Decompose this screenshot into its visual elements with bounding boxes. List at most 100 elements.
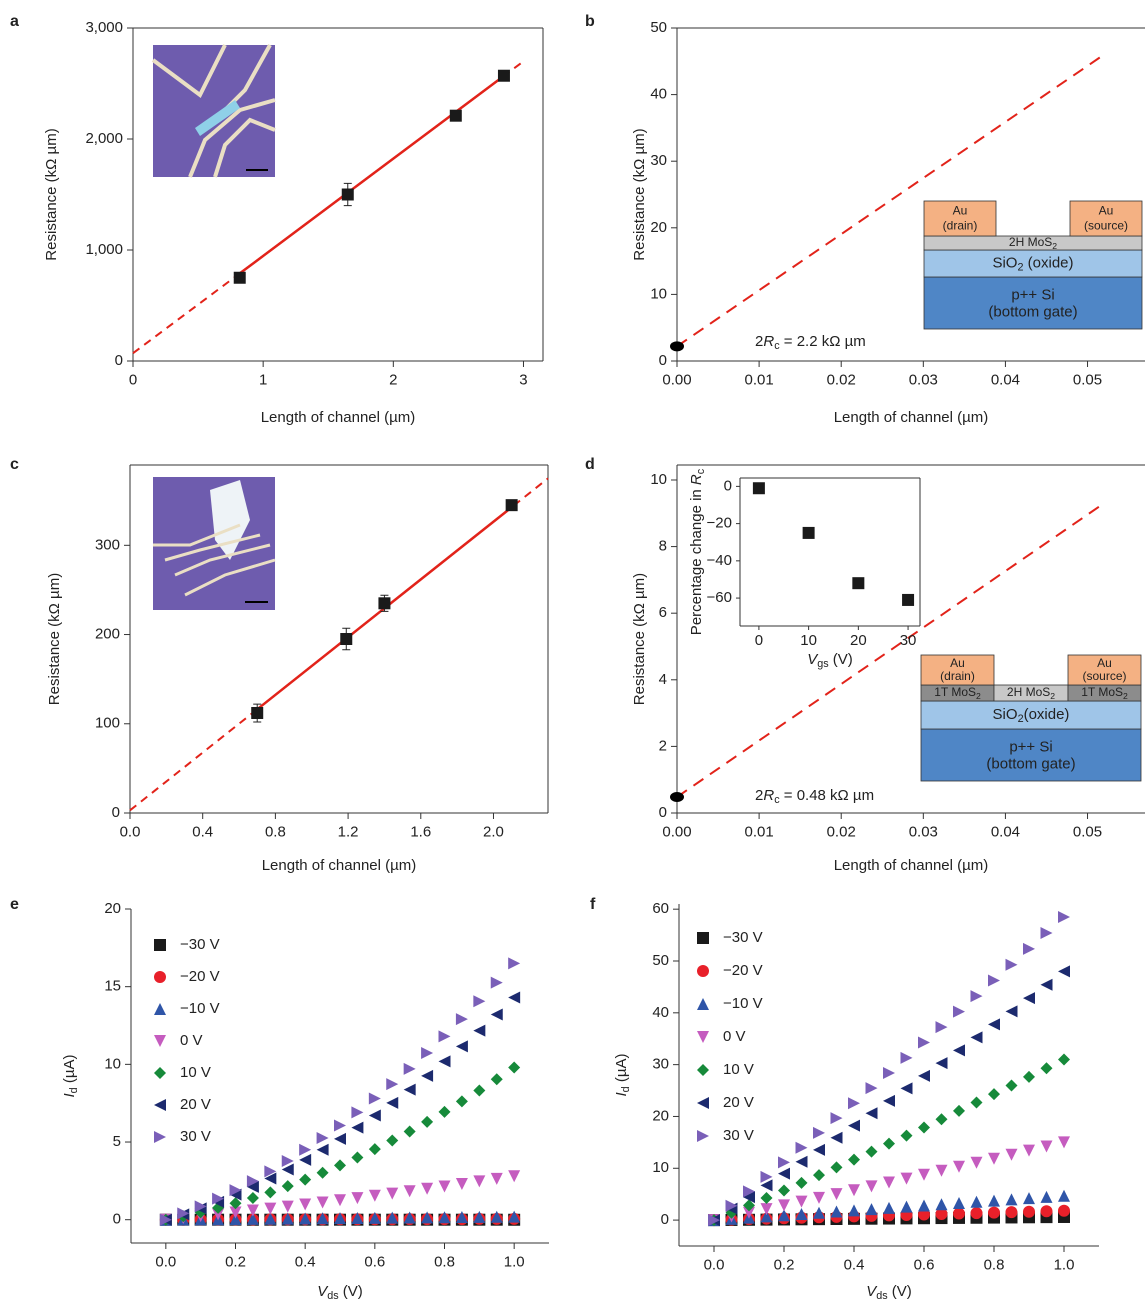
y-tick-label: 10 (104, 1055, 121, 1072)
point (264, 1212, 277, 1225)
point (368, 1211, 381, 1224)
point (988, 1152, 1000, 1165)
x-tick-label: 0.0 (704, 1256, 725, 1273)
text-part: (µA) (613, 1054, 630, 1087)
point (935, 1198, 948, 1211)
x-tick-label: 0.04 (991, 371, 1020, 388)
point (1058, 910, 1070, 923)
x-tick-label: 0.6 (914, 1256, 935, 1273)
point (334, 1132, 346, 1145)
legend-marker (154, 1035, 166, 1047)
point (813, 1206, 825, 1219)
panel-letter: f (590, 896, 596, 913)
text-part: 2 (1123, 691, 1128, 701)
diagram-label: Au (953, 204, 968, 218)
text-part: 2 (1052, 241, 1057, 251)
point (229, 1184, 242, 1197)
text-part: d (620, 1086, 632, 1092)
text-part: ds (327, 1290, 339, 1302)
point (455, 1177, 468, 1190)
point (334, 1194, 346, 1207)
point (233, 271, 246, 284)
point (334, 1212, 346, 1225)
text-part: V (866, 1283, 878, 1300)
text-part: V (807, 651, 819, 668)
point (953, 1104, 965, 1117)
x-tick-label: 0.03 (909, 371, 938, 388)
text-part: (V) (888, 1283, 912, 1300)
y-tick-label: 2,000 (85, 130, 123, 147)
x-tick-label: 10 (800, 632, 817, 649)
point (1058, 1053, 1070, 1066)
text-part: V (317, 1283, 329, 1300)
point (473, 1210, 486, 1223)
y-tick-label: 0 (113, 1211, 121, 1228)
point (421, 1047, 434, 1060)
electrode (1067, 654, 1142, 686)
x-axis-label: Vds (V) (866, 1283, 912, 1302)
x-tick-label: 0.8 (265, 823, 286, 840)
point (351, 1151, 364, 1164)
legend-label: −20 V (723, 962, 763, 979)
point (316, 1212, 329, 1225)
point (813, 1126, 825, 1139)
point (351, 1121, 364, 1134)
point (229, 1206, 242, 1219)
x-tick-label: 0.4 (844, 1256, 865, 1273)
y-tick-label: 40 (652, 1004, 669, 1021)
y-axis-label: Resistance (kΩ µm) (46, 573, 63, 705)
diagram-label: p++ Si (1011, 287, 1054, 304)
legend-marker (154, 1131, 166, 1143)
point (386, 1078, 399, 1091)
point (212, 1208, 225, 1221)
gate (923, 276, 1143, 330)
x-tick-label: 2.0 (483, 823, 504, 840)
point (251, 707, 264, 720)
legend-label: −20 V (180, 968, 220, 985)
point (883, 1201, 895, 1214)
panel-letter: a (10, 13, 19, 30)
point (848, 1184, 860, 1197)
point (883, 1137, 895, 1150)
point (316, 1196, 329, 1209)
point (865, 1145, 878, 1158)
text-part: SiO (993, 706, 1018, 723)
x-tick-label: 0.01 (745, 823, 774, 840)
point (508, 957, 521, 970)
annotation: 2Rc = 2.2 kΩ µm (755, 333, 866, 352)
text-part: (oxide) (1024, 254, 1074, 271)
point (778, 1156, 790, 1169)
point (900, 1051, 913, 1064)
electrode (920, 654, 995, 686)
legend-marker (154, 971, 166, 983)
point (1023, 992, 1035, 1005)
point (970, 1096, 983, 1109)
point (281, 1180, 294, 1193)
diagram-label: 1T MoS2 (934, 685, 981, 701)
y-axis-label: Resistance (kΩ µm) (631, 128, 648, 260)
point (421, 1115, 434, 1128)
point (264, 1186, 277, 1199)
y-tick-label: 0 (112, 804, 120, 821)
y-tick-label: 20 (104, 900, 121, 917)
text-part: = 0.48 kΩ µm (780, 787, 874, 804)
point (1040, 1205, 1053, 1218)
point (246, 1175, 259, 1188)
y-tick-label: 10 (652, 1159, 669, 1176)
point (438, 1030, 451, 1043)
point (883, 1067, 895, 1080)
point (177, 1207, 190, 1220)
point (953, 1044, 965, 1057)
panel-letter: c (10, 456, 19, 473)
annotation: 2Rc = 0.48 kΩ µm (755, 787, 874, 806)
point (1040, 926, 1053, 939)
point (1058, 965, 1070, 978)
x-axis-label: Length of channel (µm) (834, 857, 989, 874)
x-tick-label: 2 (389, 371, 397, 388)
point (246, 1180, 259, 1193)
x-axis-label: Vgs (V) (807, 651, 853, 670)
point (848, 1097, 860, 1110)
point (865, 1082, 878, 1095)
point (341, 188, 354, 201)
